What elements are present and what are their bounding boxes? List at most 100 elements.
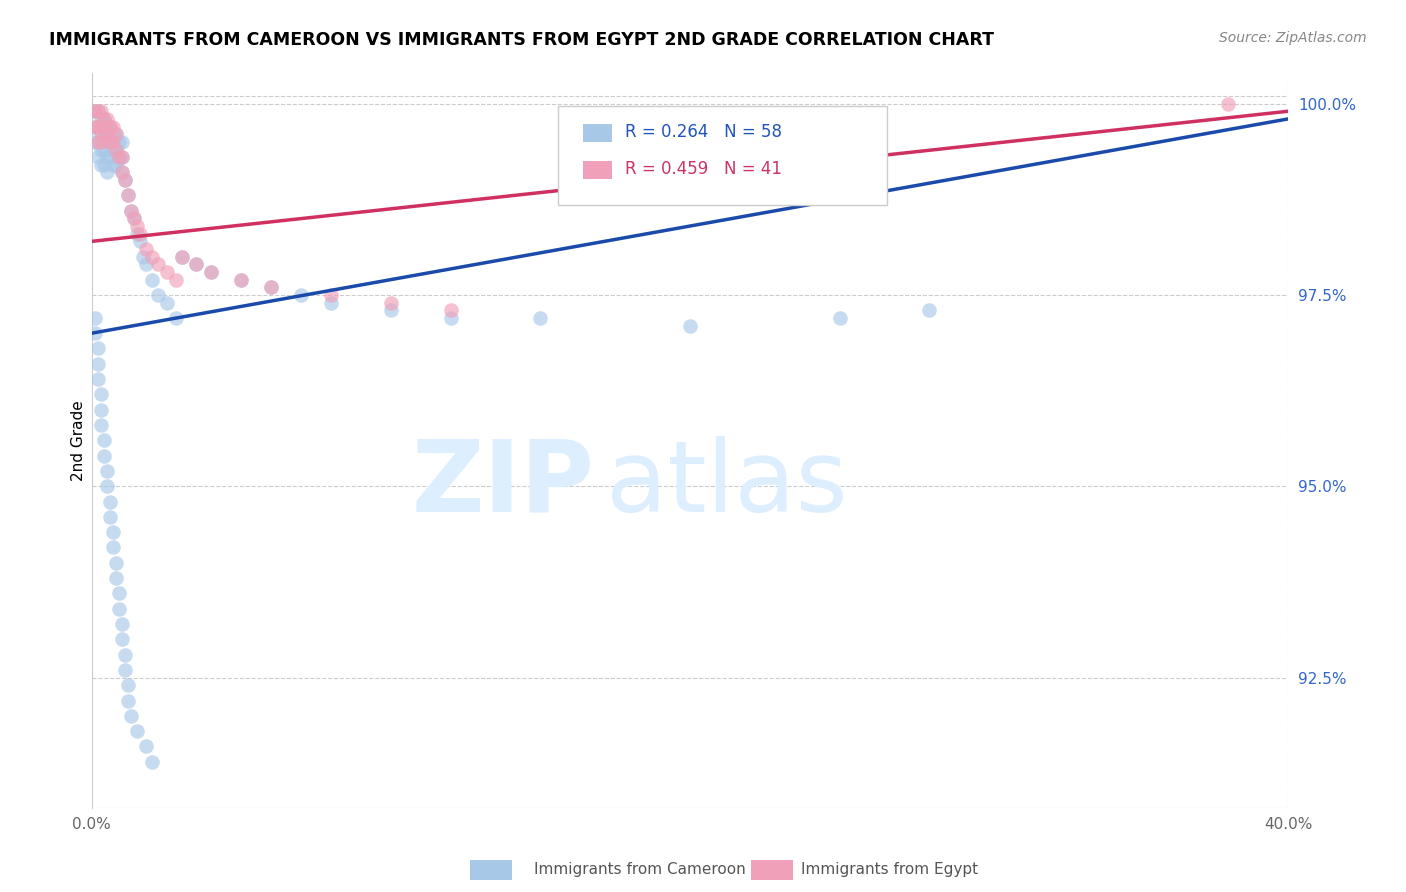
Point [98,135,121,149]
Point [828,310,851,325]
Point [141,755,163,769]
Point [114,648,136,662]
Point [90,387,112,401]
Point [117,678,139,692]
Point [96,127,118,141]
Point [101,541,124,555]
Point [104,127,127,141]
Point [380,295,402,310]
Point [141,250,163,264]
Point [380,303,402,318]
Point [96,464,118,478]
Point [87,104,110,119]
Point [128,235,150,249]
Point [122,211,145,226]
Point [117,188,139,202]
Point [83,326,105,341]
Point [141,272,163,286]
Point [120,203,142,218]
Point [290,288,312,302]
Point [1218,96,1240,111]
Point [87,120,110,134]
Point [83,120,105,134]
Point [114,173,136,187]
Point [93,158,115,172]
Point [111,165,134,179]
Point [93,127,115,141]
Point [90,143,112,157]
Point [319,288,342,302]
Point [87,342,110,356]
Point [90,417,112,432]
Point [96,135,118,149]
Point [98,135,121,149]
Point [93,112,115,126]
Point [135,739,157,754]
Point [90,104,112,119]
Point [111,150,134,164]
Point [125,219,148,233]
FancyBboxPatch shape [558,106,887,205]
Point [186,257,208,271]
Point [90,120,112,134]
Text: ZIP: ZIP [412,436,595,533]
Point [155,265,177,279]
Point [83,310,105,325]
Point [120,709,142,723]
Point [83,104,105,119]
FancyBboxPatch shape [583,161,612,178]
Point [440,310,463,325]
Point [165,272,187,286]
Point [101,525,124,540]
Point [440,303,463,318]
Point [231,272,253,286]
Point [104,143,127,157]
Point [98,120,121,134]
Point [111,632,134,647]
Point [114,663,136,677]
Point [98,509,121,524]
Point [107,150,129,164]
Point [101,120,124,134]
Point [125,227,148,241]
Text: Immigrants from Egypt: Immigrants from Egypt [801,863,979,877]
Point [529,310,551,325]
Point [319,295,342,310]
Point [90,112,112,126]
Text: R = 0.264   N = 58: R = 0.264 N = 58 [626,123,782,142]
Point [104,158,127,172]
Point [107,586,129,600]
Point [83,135,105,149]
Point [93,112,115,126]
Point [87,135,110,149]
Point [155,295,177,310]
Point [96,120,118,134]
Y-axis label: 2nd Grade: 2nd Grade [72,400,86,481]
Point [260,280,283,294]
Point [128,227,150,241]
Point [87,372,110,386]
Point [111,165,134,179]
Point [165,310,187,325]
Text: Immigrants from Cameroon: Immigrants from Cameroon [534,863,747,877]
Point [101,143,124,157]
Point [117,188,139,202]
Point [107,150,129,164]
Point [107,601,129,615]
Point [114,173,136,187]
Point [87,120,110,134]
FancyBboxPatch shape [583,124,612,142]
Point [170,250,193,264]
Point [96,165,118,179]
Point [679,318,702,333]
Point [96,479,118,493]
Point [107,135,129,149]
Point [170,250,193,264]
Point [98,494,121,508]
Point [104,571,127,585]
Point [87,150,110,164]
Point [122,211,145,226]
Point [90,135,112,149]
Point [146,257,169,271]
Point [135,242,157,256]
